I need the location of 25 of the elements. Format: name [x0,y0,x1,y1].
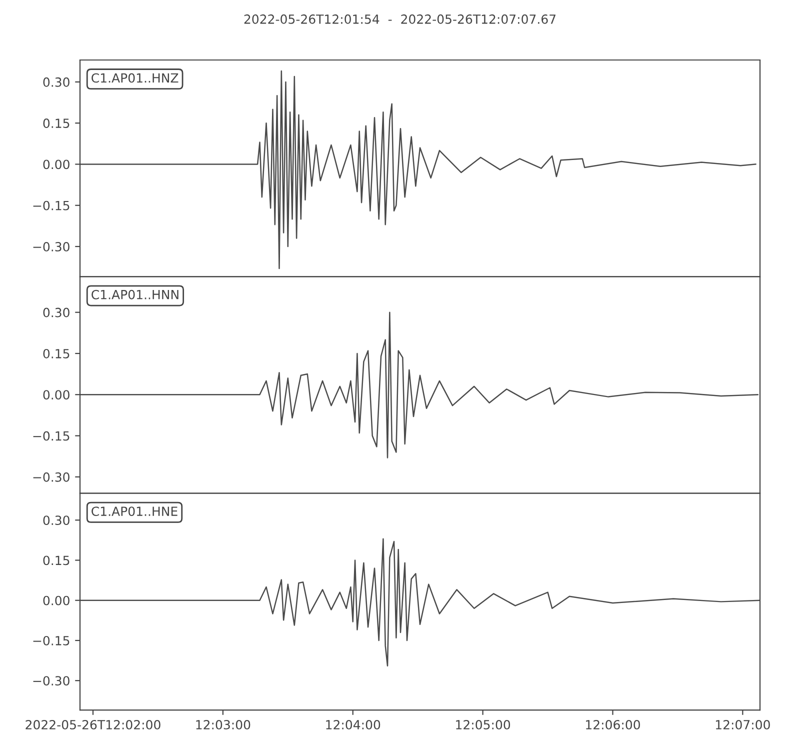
y-tick-label: −0.15 [33,636,70,646]
x-tick-label: 2022-05-26T12:02:00 [26,720,160,730]
text: C1.AP01..HNZ [92,73,178,83]
x-tick-label: 12:03:00 [196,720,250,730]
x-tick-label: 12:05:00 [456,720,510,730]
y-tick-label: 0.30 [43,77,70,87]
x-tick-label: 12:07:00 [716,720,770,730]
chart-title: 2022-05-26T12:01:54 - 2022-05-26T12:07:07.67 [244,14,556,24]
y-tick-label: −0.15 [33,431,70,441]
y-tick-label: −0.30 [33,242,70,252]
text: C1.AP01..HNN [92,290,178,300]
y-tick-label: 0.30 [43,308,70,318]
x-tick-label: 12:04:00 [326,720,380,730]
y-tick-label: 0.00 [43,596,70,606]
x-tick-label: 12:06:00 [586,720,640,730]
y-tick-label: 0.00 [43,160,70,170]
y-tick-label: 0.15 [43,556,70,566]
y-tick-label: 0.15 [43,118,70,128]
text: C1.AP01..HNE [92,506,178,516]
y-tick-label: −0.30 [33,676,70,686]
y-tick-label: −0.30 [33,472,70,482]
y-tick-label: 0.30 [43,516,70,526]
y-tick-label: 0.00 [43,390,70,400]
y-tick-label: −0.15 [33,200,70,210]
y-tick-label: 0.15 [43,348,70,358]
